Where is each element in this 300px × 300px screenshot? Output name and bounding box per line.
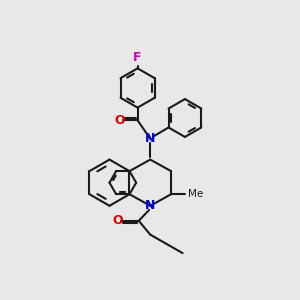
- Text: Me: Me: [188, 189, 203, 199]
- Text: N: N: [145, 132, 155, 145]
- Text: O: O: [112, 214, 123, 227]
- Text: F: F: [133, 51, 142, 64]
- Text: N: N: [145, 199, 155, 212]
- Text: O: O: [115, 114, 125, 127]
